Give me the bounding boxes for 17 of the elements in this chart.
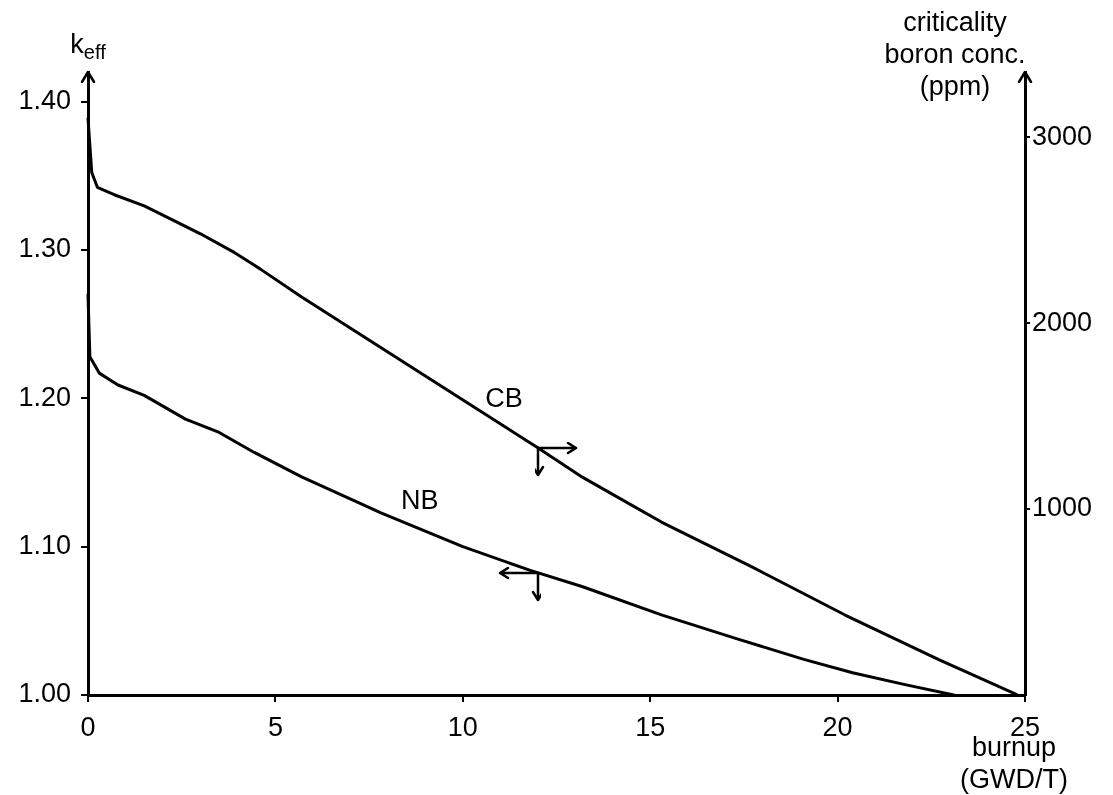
y-tick-label: 1.20 bbox=[18, 381, 71, 412]
x-tick-label: 0 bbox=[80, 711, 96, 742]
x-tick-label: 5 bbox=[267, 711, 283, 742]
y2-tick-label: 1000 bbox=[1032, 492, 1093, 523]
x-tick-label: 15 bbox=[635, 711, 666, 742]
y2-tick-label: 3000 bbox=[1032, 120, 1093, 151]
y-tick-label: 1.40 bbox=[18, 85, 71, 116]
series-label: NB bbox=[400, 485, 439, 516]
series-label: CB bbox=[485, 382, 523, 413]
y2-axis-title: criticality boron conc. (ppm) bbox=[884, 6, 1026, 102]
x-tick-label: 10 bbox=[447, 711, 478, 742]
y-tick-label: 1.10 bbox=[18, 530, 71, 561]
y-axis-title: k$_{eff}$ bbox=[70, 28, 106, 63]
y2-tick-label: 2000 bbox=[1032, 306, 1093, 337]
x-tick-label: 20 bbox=[822, 711, 853, 742]
y-tick-label: 1.30 bbox=[18, 233, 71, 264]
y-tick-label: 1.00 bbox=[18, 678, 71, 709]
